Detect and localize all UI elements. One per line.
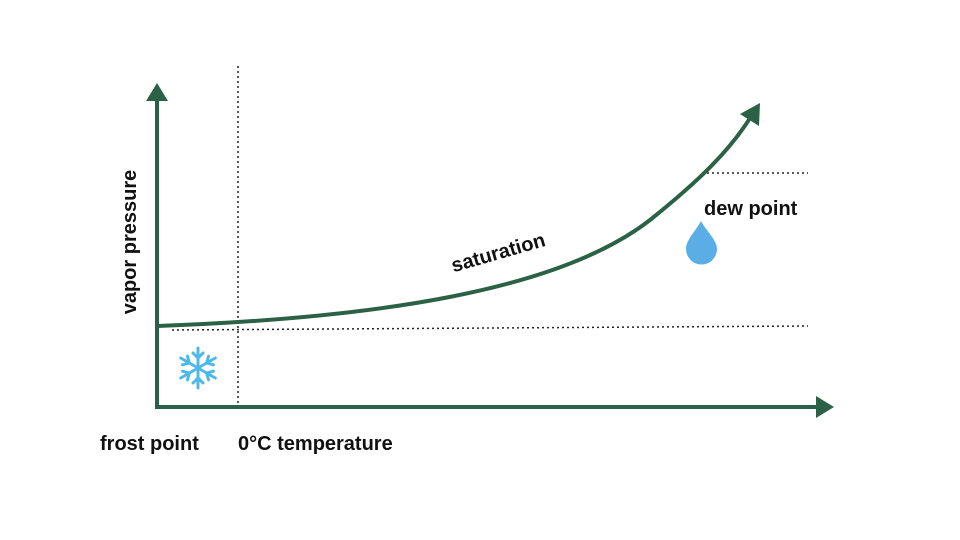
y-axis-label: vapor pressure <box>119 170 141 315</box>
saturation-curve <box>155 116 752 328</box>
y-axis-arrowhead <box>146 83 168 101</box>
saturation-label: saturation <box>449 229 548 277</box>
saturation-curve-arrowhead <box>740 103 760 126</box>
water-drop-icon <box>686 221 717 265</box>
frost-point-label: frost point <box>100 433 199 455</box>
snowflake-icon <box>179 346 217 390</box>
x-axis-label: 0°C temperature <box>238 433 393 455</box>
frost-level-guide-line <box>171 325 809 331</box>
dew-point-label: dew point <box>704 198 798 220</box>
x-axis-arrowhead <box>816 396 834 418</box>
